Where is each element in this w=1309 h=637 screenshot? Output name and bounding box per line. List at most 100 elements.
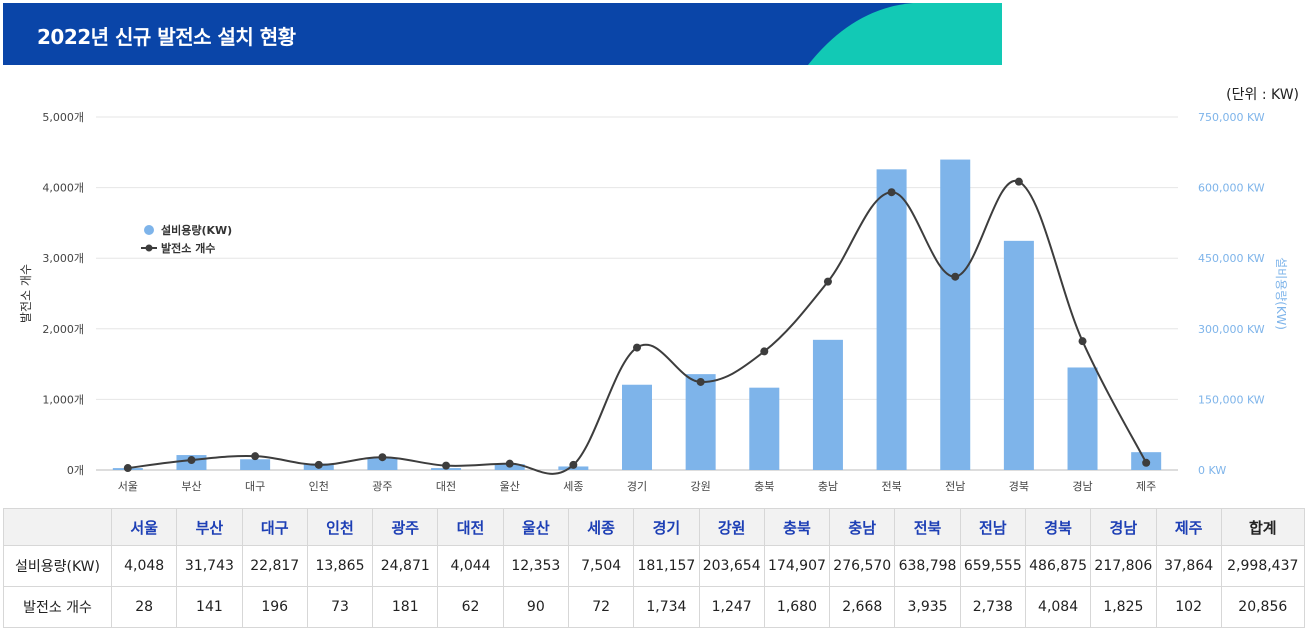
table-cell: 24,871	[372, 545, 439, 587]
header-region: 경북	[1024, 508, 1092, 546]
table-cell: 12,353	[502, 545, 569, 587]
category-label: 대전	[436, 480, 456, 493]
table-cell: 196	[241, 586, 308, 628]
table-cell: 3,935	[894, 586, 961, 628]
left-tick-label: 4,000개	[42, 182, 84, 195]
header-region: 충남	[829, 508, 896, 546]
header-region: 경기	[633, 508, 700, 546]
title-banner: 2022년 신규 발전소 설치 현황	[3, 3, 1002, 65]
table-cell: 181,157	[633, 545, 700, 587]
category-label: 경남	[1072, 480, 1092, 493]
table-cell: 2,738	[959, 586, 1026, 628]
total-cell: 2,998,437	[1220, 545, 1305, 587]
table-cell: 4,048	[110, 545, 178, 587]
line-point	[442, 461, 451, 470]
category-label: 경북	[1009, 480, 1029, 493]
left-tick-label: 3,000개	[42, 252, 84, 265]
total-cell: 20,856	[1220, 586, 1305, 628]
header-region: 인천	[306, 508, 374, 546]
bar	[876, 169, 907, 470]
line-point	[378, 453, 387, 462]
unit-label: (단위 : KW)	[1226, 87, 1299, 103]
line-point	[951, 272, 960, 281]
table-cell: 638,798	[894, 545, 961, 587]
category-label: 부산	[181, 480, 201, 493]
table-corner	[3, 508, 112, 546]
line-point	[187, 456, 196, 465]
table-cell: 659,555	[959, 545, 1026, 587]
left-tick-label: 5,000개	[42, 111, 84, 124]
category-label: 전북	[881, 480, 901, 493]
table-cell: 62	[437, 586, 504, 628]
line-point	[251, 452, 260, 461]
table-row-capacity: 설비용량(KW) 4,048 31,743 22,817 13,865 24,871 4,…	[3, 545, 1305, 587]
chart: 0개 0 KW 1,000개 150,000 KW 2,000개 300,000 KW 3,…	[19, 111, 1288, 493]
bar	[1003, 240, 1034, 470]
table-cell: 181	[372, 586, 439, 628]
bar	[812, 339, 843, 470]
left-tick-label: 1,000개	[42, 393, 84, 406]
header-region: 전북	[894, 508, 961, 546]
bar	[622, 384, 652, 470]
table-cell: 1,825	[1090, 586, 1157, 628]
bar	[240, 459, 271, 470]
table-cell: 7,504	[567, 545, 635, 587]
header-region: 부산	[176, 508, 243, 546]
table-cell: 203,654	[698, 545, 765, 587]
line-point	[1142, 458, 1151, 467]
page-title: 2022년 신규 발전소 설치 현황	[37, 25, 296, 49]
right-tick-label: 750,000 KW	[1198, 111, 1265, 124]
legend-swatch-point	[145, 244, 153, 252]
table-cell: 72	[567, 586, 635, 628]
legend-label: 설비용량(KW)	[161, 223, 232, 237]
right-axis-title: 설비용량(KW)	[1274, 257, 1288, 330]
line-point	[1014, 177, 1023, 186]
category-label: 충북	[754, 480, 774, 493]
legend-label: 발전소 개수	[161, 241, 215, 255]
table-cell: 73	[306, 586, 374, 628]
left-axis-title: 발전소 개수	[19, 264, 33, 323]
left-tick-label: 0개	[67, 464, 84, 477]
category-label: 울산	[500, 480, 520, 493]
line-point	[823, 277, 832, 286]
table-header-row: 서울 부산 대구 인천 광주 대전 울산 세종 경기 강원 충북 충남 전북 전남 경북 경남 제주 합계	[3, 508, 1305, 546]
header-total: 합계	[1220, 508, 1305, 546]
table-cell: 174,907	[763, 545, 831, 587]
header-region: 대전	[437, 508, 504, 546]
right-tick-label: 150,000 KW	[1198, 393, 1265, 406]
table-cell: 141	[176, 586, 243, 628]
banner-background	[3, 3, 1002, 65]
header-region: 제주	[1155, 508, 1222, 546]
category-label: 인천	[309, 479, 329, 493]
category-label: 제주	[1136, 480, 1156, 493]
table-cell: 28	[110, 586, 178, 628]
bar	[685, 374, 716, 470]
data-table: 서울 부산 대구 인천 광주 대전 울산 세종 경기 강원 충북 충남 전북 전남 경북 경남 제주 합계 설비용…	[3, 508, 1305, 628]
line-point	[887, 188, 896, 197]
line-point	[314, 460, 323, 469]
line-point	[569, 460, 578, 469]
left-tick-label: 2,000개	[42, 323, 84, 336]
bar	[749, 387, 780, 470]
table-cell: 90	[502, 586, 569, 628]
right-tick-label: 300,000 KW	[1198, 323, 1265, 336]
table-cell: 276,570	[829, 545, 896, 587]
header-region: 울산	[502, 508, 569, 546]
header-region: 서울	[110, 508, 178, 546]
category-label: 광주	[372, 480, 392, 493]
right-tick-label: 0 KW	[1198, 464, 1226, 477]
line-point	[1078, 337, 1087, 346]
category-label: 강원	[691, 480, 711, 493]
table-cell: 31,743	[176, 545, 243, 587]
right-tick-label: 600,000 KW	[1198, 182, 1265, 195]
line-point	[696, 377, 705, 386]
table-cell: 13,865	[306, 545, 374, 587]
table-cell: 4,084	[1024, 586, 1092, 628]
table-cell: 486,875	[1024, 545, 1092, 587]
line-point	[633, 343, 641, 352]
row-label: 발전소 개수	[3, 586, 112, 628]
category-label: 경기	[627, 480, 647, 493]
table-cell: 102	[1155, 586, 1222, 628]
table-cell: 1,247	[698, 586, 765, 628]
table-cell: 217,806	[1090, 545, 1157, 587]
